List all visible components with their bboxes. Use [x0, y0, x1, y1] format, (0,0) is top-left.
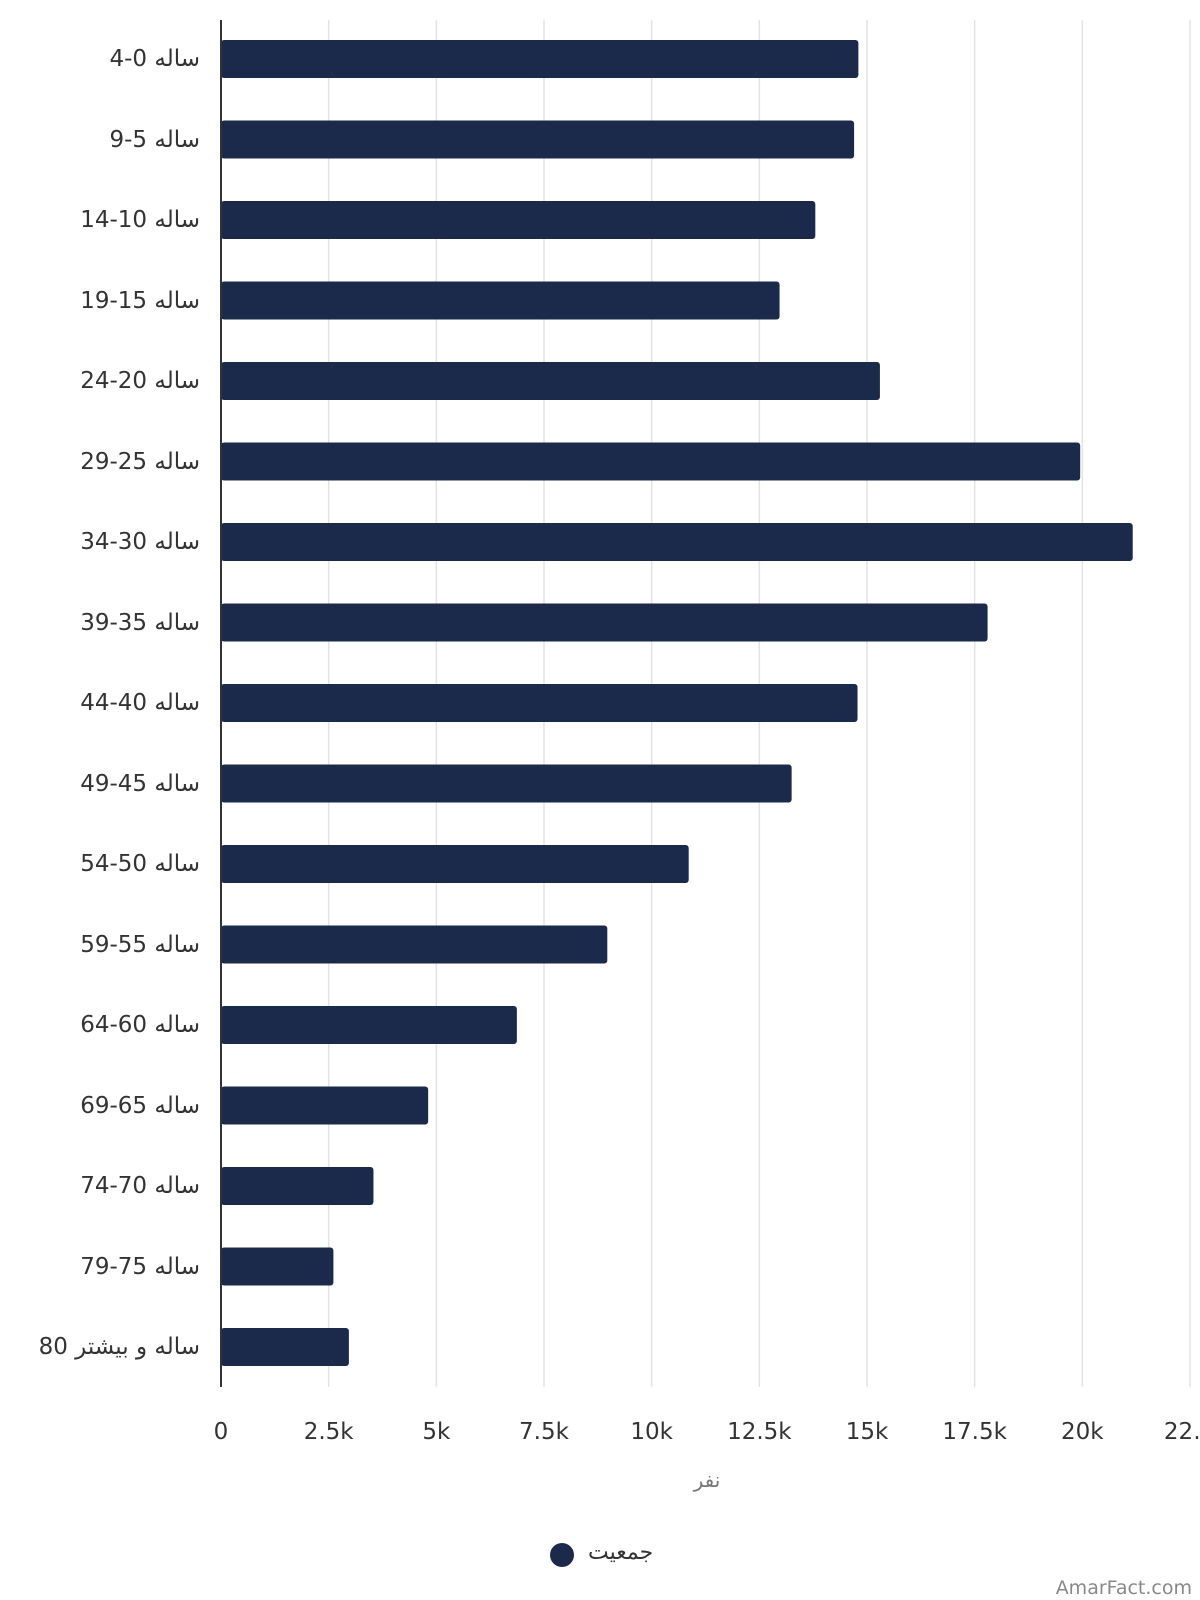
y-tick-label: ساله 30-34	[80, 529, 200, 555]
y-tick-label: ساله 40-44	[80, 690, 200, 716]
bar	[221, 684, 858, 722]
bar	[221, 925, 608, 964]
bar	[221, 1247, 334, 1286]
x-axis-title: نفر	[693, 1468, 721, 1492]
bar	[221, 1086, 429, 1125]
y-tick-label: ساله 5-9	[109, 126, 200, 153]
x-tick-label: 0	[213, 1419, 229, 1445]
x-tick-label: 22…	[1163, 1419, 1200, 1445]
y-tick-label: ساله 50-54	[80, 851, 200, 877]
legend-marker	[550, 1543, 574, 1567]
x-tick-label: 5k	[422, 1419, 451, 1445]
x-tick-label: 2.5k	[303, 1419, 354, 1445]
y-tick-label: ساله 45-49	[80, 770, 200, 797]
bar	[221, 603, 988, 642]
y-tick-label: ساله 35-39	[80, 609, 200, 636]
y-tick-label: ساله 55-59	[80, 931, 200, 958]
x-tick-label: 17.5k	[942, 1419, 1007, 1445]
bar	[221, 362, 880, 400]
bar	[221, 120, 855, 159]
y-tick-label: ساله و بیشتر 80	[38, 1334, 200, 1360]
y-tick-label: ساله 0-4	[109, 46, 200, 72]
y-tick-label: ساله 60-64	[80, 1012, 200, 1038]
x-tick-label: 20k	[1061, 1419, 1104, 1445]
y-tick-label: ساله 10-14	[80, 207, 200, 233]
y-tick-label: ساله 65-69	[80, 1092, 200, 1119]
bar	[221, 281, 780, 320]
x-tick-label: 12.5k	[727, 1419, 792, 1445]
bar	[221, 523, 1133, 561]
y-tick-label: ساله 20-24	[80, 368, 200, 394]
bar	[221, 40, 859, 78]
watermark: AmarFact.com	[1055, 1577, 1192, 1599]
x-tick-label: 15k	[845, 1419, 889, 1445]
bar	[221, 442, 1081, 481]
bar	[221, 764, 792, 803]
bar	[221, 1167, 374, 1205]
y-tick-label: ساله 25-29	[80, 448, 200, 475]
bar	[221, 845, 689, 883]
bar	[221, 1006, 517, 1044]
y-tick-label: ساله 15-19	[80, 287, 200, 314]
y-tick-label: ساله 70-74	[80, 1173, 200, 1199]
x-tick-label: 7.5k	[519, 1419, 569, 1445]
y-tick-label: ساله 75-79	[80, 1253, 200, 1280]
bar	[221, 201, 816, 239]
bar	[221, 1328, 349, 1366]
x-tick-label: 10k	[630, 1419, 673, 1445]
legend-label: جمعیت	[588, 1540, 654, 1565]
